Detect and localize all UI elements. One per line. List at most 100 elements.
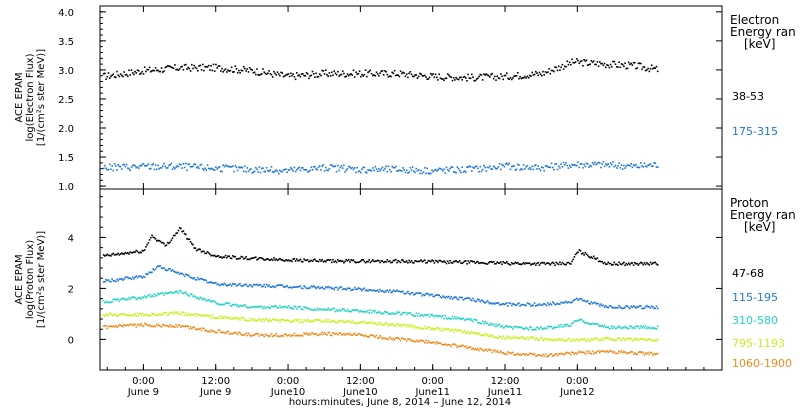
data-point bbox=[510, 326, 513, 328]
data-point bbox=[131, 314, 134, 317]
data-point bbox=[556, 69, 559, 72]
data-point bbox=[366, 322, 368, 325]
data-point bbox=[312, 320, 315, 323]
data-point bbox=[389, 336, 391, 338]
data-point bbox=[213, 300, 216, 303]
data-point bbox=[335, 332, 338, 335]
data-point bbox=[209, 281, 211, 284]
data-point bbox=[469, 332, 472, 334]
data-point bbox=[469, 260, 472, 262]
data-point bbox=[460, 318, 462, 320]
data-point bbox=[543, 355, 545, 358]
data-point bbox=[456, 261, 459, 263]
data-point bbox=[570, 166, 572, 169]
data-point bbox=[247, 320, 250, 322]
data-point bbox=[268, 335, 270, 337]
data-point bbox=[445, 317, 448, 319]
data-point bbox=[353, 332, 356, 335]
data-point bbox=[535, 305, 537, 307]
data-point bbox=[187, 238, 189, 240]
data-point bbox=[548, 355, 550, 357]
data-point bbox=[286, 334, 288, 337]
data-point bbox=[443, 79, 445, 82]
data-point bbox=[422, 328, 425, 330]
data-point bbox=[373, 74, 375, 76]
data-point bbox=[549, 339, 552, 341]
data-point bbox=[496, 349, 498, 352]
data-point bbox=[274, 170, 276, 172]
data-point bbox=[176, 326, 179, 328]
data-point bbox=[363, 73, 366, 76]
data-point bbox=[384, 310, 386, 313]
data-point bbox=[369, 69, 372, 72]
data-point bbox=[530, 264, 532, 266]
data-point bbox=[340, 333, 343, 336]
data-point bbox=[489, 261, 491, 263]
data-point bbox=[469, 77, 472, 80]
data-point bbox=[467, 317, 469, 320]
data-point bbox=[343, 308, 345, 310]
data-point bbox=[576, 353, 578, 355]
data-point bbox=[397, 337, 399, 339]
data-point bbox=[503, 74, 506, 77]
data-point bbox=[128, 296, 130, 299]
data-point bbox=[343, 164, 345, 167]
data-point bbox=[239, 257, 241, 260]
data-point bbox=[510, 262, 513, 264]
data-point bbox=[465, 77, 467, 79]
data-point bbox=[317, 334, 320, 336]
data-point bbox=[556, 302, 559, 305]
data-point bbox=[579, 163, 582, 165]
data-point bbox=[521, 77, 524, 79]
data-point bbox=[287, 169, 290, 171]
data-point bbox=[479, 165, 482, 168]
data-point bbox=[223, 331, 226, 334]
data-point bbox=[398, 260, 401, 263]
data-point bbox=[442, 170, 444, 172]
data-point bbox=[341, 334, 344, 336]
data-point bbox=[236, 316, 239, 319]
data-point bbox=[205, 169, 208, 171]
data-point bbox=[339, 74, 342, 76]
data-point bbox=[268, 319, 270, 321]
data-point bbox=[216, 331, 218, 334]
data-point bbox=[646, 339, 648, 342]
series-310-580 bbox=[102, 289, 659, 331]
data-point bbox=[125, 252, 128, 255]
data-point bbox=[198, 278, 200, 281]
data-point bbox=[392, 337, 395, 340]
data-point bbox=[183, 292, 186, 294]
data-point bbox=[218, 304, 221, 306]
data-point bbox=[434, 328, 437, 331]
data-point bbox=[524, 354, 526, 356]
data-point bbox=[611, 350, 613, 353]
data-point bbox=[426, 314, 428, 316]
data-point bbox=[403, 311, 405, 314]
data-point bbox=[434, 294, 437, 296]
data-point bbox=[595, 163, 597, 166]
data-point bbox=[537, 327, 539, 329]
data-point bbox=[612, 339, 614, 341]
data-point bbox=[346, 320, 349, 322]
data-point bbox=[274, 286, 276, 289]
data-point bbox=[417, 341, 420, 343]
data-point bbox=[112, 279, 115, 282]
data-point bbox=[439, 342, 442, 344]
data-point bbox=[570, 353, 572, 356]
data-point bbox=[401, 259, 403, 261]
data-point bbox=[264, 333, 267, 336]
data-point bbox=[532, 353, 535, 356]
data-point bbox=[454, 328, 456, 331]
data-point bbox=[346, 287, 349, 289]
data-point bbox=[577, 161, 579, 164]
data-point bbox=[381, 70, 384, 72]
data-point bbox=[177, 69, 180, 72]
data-point bbox=[560, 66, 562, 69]
data-point bbox=[230, 318, 233, 320]
data-point bbox=[632, 61, 635, 64]
data-point bbox=[525, 338, 527, 341]
data-point bbox=[248, 258, 251, 261]
data-point bbox=[538, 328, 541, 330]
data-point bbox=[347, 310, 350, 312]
